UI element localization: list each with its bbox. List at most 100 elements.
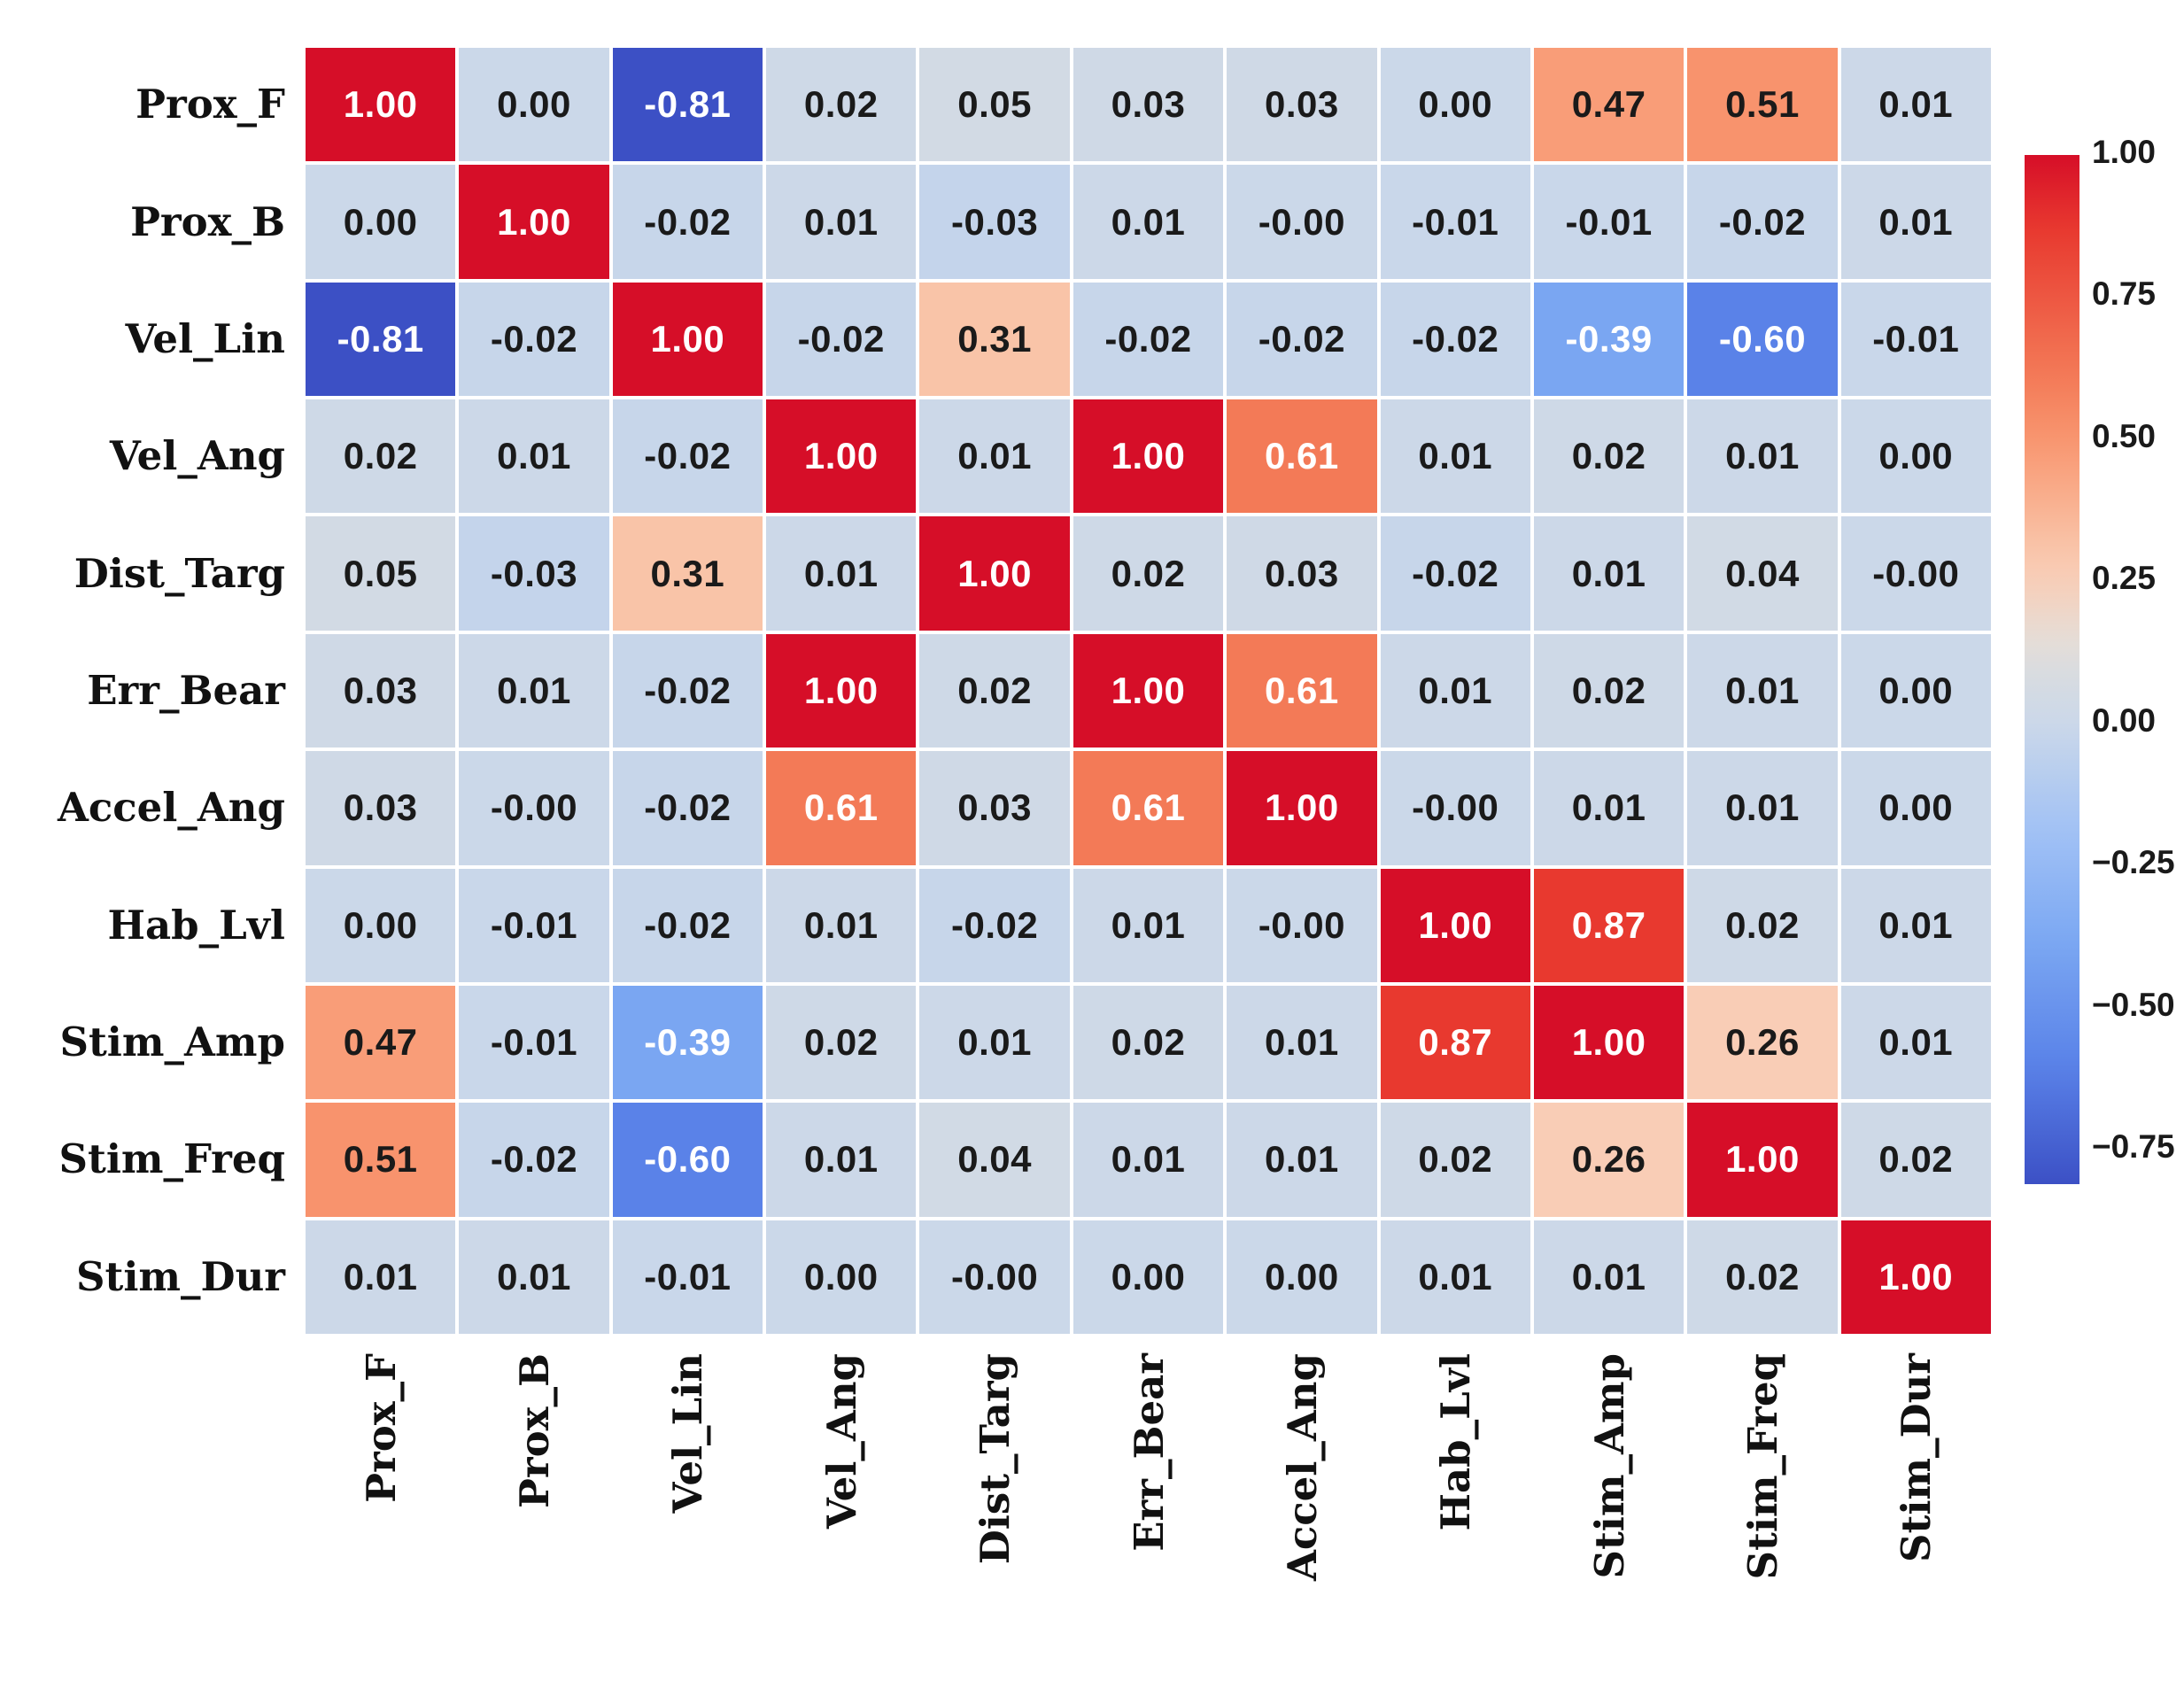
heatmap-cell-Err_Bear-Accel_Ang: 0.61 [1227, 633, 1377, 748]
heatmap-cell-Stim_Dur-Stim_Freq: 0.02 [1687, 1220, 1838, 1334]
heatmap-cell-Vel_Ang-Dist_Targ: 0.01 [919, 399, 1070, 514]
y-tick-label-Stim_Freq: Stim_Freq [58, 1135, 285, 1183]
heatmap-cell-Err_Bear-Dist_Targ: 0.02 [919, 633, 1070, 748]
heatmap-cell-Accel_Ang-Stim_Freq: 0.01 [1687, 751, 1838, 865]
x-tick-label-Prox_B: Prox_B [511, 1353, 559, 1508]
heatmap-cell-Dist_Targ-Vel_Ang: 0.01 [766, 516, 917, 631]
heatmap-cell-Err_Bear-Stim_Amp: 0.02 [1533, 633, 1684, 748]
y-tick-label-Prox_F: Prox_F [136, 81, 285, 128]
heatmap-cell-Hab_Lvl-Stim_Amp: 0.87 [1533, 868, 1684, 982]
y-tick-label-Vel_Lin: Vel_Lin [125, 314, 285, 362]
heatmap-cell-Dist_Targ-Stim_Amp: 0.01 [1533, 516, 1684, 631]
heatmap-cell-Err_Bear-Hab_Lvl: 0.01 [1380, 633, 1530, 748]
heatmap-cell-Accel_Ang-Err_Bear: 0.61 [1073, 751, 1224, 865]
heatmap-cell-Accel_Ang-Dist_Targ: 0.03 [919, 751, 1070, 865]
heatmap-cell-Stim_Amp-Stim_Freq: 0.26 [1687, 985, 1838, 1100]
heatmap-cell-Stim_Freq-Hab_Lvl: 0.02 [1380, 1103, 1530, 1217]
heatmap-cell-Prox_B-Prox_B: 1.00 [459, 165, 609, 279]
heatmap-cell-Vel_Ang-Accel_Ang: 0.61 [1227, 399, 1377, 514]
heatmap-cell-Accel_Ang-Stim_Amp: 0.01 [1533, 751, 1684, 865]
heatmap-cell-Prox_B-Accel_Ang: -0.00 [1227, 165, 1377, 279]
y-tick-label-Stim_Dur: Stim_Dur [76, 1252, 285, 1300]
heatmap-cell-Vel_Lin-Hab_Lvl: -0.02 [1380, 282, 1530, 397]
colorbar-tick-−0.50: −0.50 [2092, 986, 2175, 1023]
heatmap-cell-Err_Bear-Prox_F: 0.03 [306, 633, 456, 748]
heatmap-cell-Stim_Freq-Vel_Lin: -0.60 [612, 1103, 763, 1217]
heatmap-cell-Vel_Lin-Stim_Dur: -0.01 [1840, 282, 1991, 397]
x-tick-label-Err_Bear: Err_Bear [1125, 1353, 1173, 1552]
heatmap-cell-Stim_Dur-Accel_Ang: 0.00 [1227, 1220, 1377, 1334]
heatmap-cell-Accel_Ang-Hab_Lvl: -0.00 [1380, 751, 1530, 865]
y-tick-label-Err_Bear: Err_Bear [87, 667, 285, 714]
heatmap-cell-Dist_Targ-Prox_B: -0.03 [459, 516, 609, 631]
heatmap-cell-Prox_F-Hab_Lvl: 0.00 [1380, 48, 1530, 162]
heatmap-cell-Accel_Ang-Accel_Ang: 1.00 [1227, 751, 1377, 865]
heatmap-cell-Vel_Lin-Stim_Amp: -0.39 [1533, 282, 1684, 397]
heatmap-cell-Accel_Ang-Prox_F: 0.03 [306, 751, 456, 865]
heatmap-cell-Hab_Lvl-Dist_Targ: -0.02 [919, 868, 1070, 982]
heatmap-cell-Hab_Lvl-Accel_Ang: -0.00 [1227, 868, 1377, 982]
heatmap-cell-Stim_Dur-Stim_Amp: 0.01 [1533, 1220, 1684, 1334]
heatmap-cell-Prox_B-Stim_Freq: -0.02 [1687, 165, 1838, 279]
colorbar-tick-0.25: 0.25 [2092, 560, 2157, 597]
x-tick-label-Prox_F: Prox_F [357, 1353, 405, 1503]
heatmap-cell-Stim_Freq-Stim_Freq: 1.00 [1687, 1103, 1838, 1217]
heatmap-cell-Vel_Ang-Err_Bear: 1.00 [1073, 399, 1224, 514]
heatmap-cell-Vel_Ang-Vel_Ang: 1.00 [766, 399, 917, 514]
heatmap-cell-Vel_Ang-Stim_Amp: 0.02 [1533, 399, 1684, 514]
heatmap-cell-Stim_Dur-Hab_Lvl: 0.01 [1380, 1220, 1530, 1334]
heatmap-cell-Vel_Lin-Vel_Lin: 1.00 [612, 282, 763, 397]
x-tick-label-Accel_Ang: Accel_Ang [1278, 1353, 1326, 1582]
x-tick-label-Vel_Ang: Vel_Ang [817, 1353, 865, 1530]
y-tick-label-Accel_Ang: Accel_Ang [57, 784, 285, 832]
heatmap-cell-Stim_Dur-Err_Bear: 0.00 [1073, 1220, 1224, 1334]
heatmap-cell-Prox_F-Prox_B: 0.00 [459, 48, 609, 162]
x-tick-label-Stim_Amp: Stim_Amp [1585, 1353, 1633, 1579]
colorbar-tick-1.00: 1.00 [2092, 134, 2157, 170]
heatmap-cell-Accel_Ang-Stim_Dur: 0.00 [1840, 751, 1991, 865]
heatmap-cell-Stim_Dur-Vel_Lin: -0.01 [612, 1220, 763, 1334]
heatmap-cell-Prox_F-Accel_Ang: 0.03 [1227, 48, 1377, 162]
heatmap-cell-Stim_Amp-Accel_Ang: 0.01 [1227, 985, 1377, 1100]
heatmap-cell-Stim_Freq-Dist_Targ: 0.04 [919, 1103, 1070, 1217]
heatmap-cell-Vel_Lin-Prox_B: -0.02 [459, 282, 609, 397]
heatmap-cell-Stim_Amp-Vel_Lin: -0.39 [612, 985, 763, 1100]
heatmap-cell-Stim_Dur-Dist_Targ: -0.00 [919, 1220, 1070, 1334]
heatmap-cell-Dist_Targ-Hab_Lvl: -0.02 [1380, 516, 1530, 631]
heatmap-cell-Accel_Ang-Vel_Lin: -0.02 [612, 751, 763, 865]
heatmap-cell-Stim_Freq-Vel_Ang: 0.01 [766, 1103, 917, 1217]
heatmap-cell-Hab_Lvl-Stim_Freq: 0.02 [1687, 868, 1838, 982]
heatmap-cell-Stim_Amp-Stim_Dur: 0.01 [1840, 985, 1991, 1100]
x-tick-label-Vel_Lin: Vel_Lin [664, 1353, 712, 1514]
heatmap-cell-Hab_Lvl-Vel_Ang: 0.01 [766, 868, 917, 982]
heatmap-cell-Prox_B-Err_Bear: 0.01 [1073, 165, 1224, 279]
correlation-heatmap-figure: Prox_F Prox_B Vel_Lin Vel_Ang Dist_Targ Err_B… [57, 48, 2175, 1581]
y-tick-label-Stim_Amp: Stim_Amp [59, 1019, 286, 1066]
heatmap-cell-Vel_Ang-Stim_Freq: 0.01 [1687, 399, 1838, 514]
x-tick-label-Stim_Freq: Stim_Freq [1739, 1353, 1786, 1580]
heatmap-cell-Prox_F-Err_Bear: 0.03 [1073, 48, 1224, 162]
heatmap-cell-Prox_B-Vel_Lin: -0.02 [612, 165, 763, 279]
heatmap-cell-Hab_Lvl-Err_Bear: 0.01 [1073, 868, 1224, 982]
heatmap-cell-Prox_F-Prox_F: 1.00 [306, 48, 456, 162]
heatmap-cell-Vel_Ang-Vel_Lin: -0.02 [612, 399, 763, 514]
heatmap-cell-Prox_B-Stim_Dur: 0.01 [1840, 165, 1991, 279]
heatmap-cell-Stim_Freq-Err_Bear: 0.01 [1073, 1103, 1224, 1217]
heatmap-cell-Vel_Lin-Prox_F: -0.81 [306, 282, 456, 397]
heatmap-cell-Err_Bear-Vel_Ang: 1.00 [766, 633, 917, 748]
x-tick-label-Dist_Targ: Dist_Targ [972, 1353, 1019, 1565]
heatmap-cell-Vel_Lin-Vel_Ang: -0.02 [766, 282, 917, 397]
heatmap-cell-Stim_Amp-Prox_F: 0.47 [306, 985, 456, 1100]
heatmap-cell-Dist_Targ-Stim_Freq: 0.04 [1687, 516, 1838, 631]
heatmap-cell-Vel_Lin-Err_Bear: -0.02 [1073, 282, 1224, 397]
heatmap-cell-Stim_Amp-Vel_Ang: 0.02 [766, 985, 917, 1100]
heatmap-cell-Hab_Lvl-Vel_Lin: -0.02 [612, 868, 763, 982]
heatmap-cell-Err_Bear-Stim_Dur: 0.00 [1840, 633, 1991, 748]
heatmap-cell-Vel_Lin-Accel_Ang: -0.02 [1227, 282, 1377, 397]
heatmap-cell-Stim_Freq-Prox_B: -0.02 [459, 1103, 609, 1217]
colorbar-tick-0.00: 0.00 [2092, 701, 2157, 739]
heatmap-cell-Prox_B-Stim_Amp: -0.01 [1533, 165, 1684, 279]
heatmap-cell-Err_Bear-Vel_Lin: -0.02 [612, 633, 763, 748]
heatmap-cell-Prox_F-Dist_Targ: 0.05 [919, 48, 1070, 162]
heatmap-cell-Dist_Targ-Err_Bear: 0.02 [1073, 516, 1224, 631]
